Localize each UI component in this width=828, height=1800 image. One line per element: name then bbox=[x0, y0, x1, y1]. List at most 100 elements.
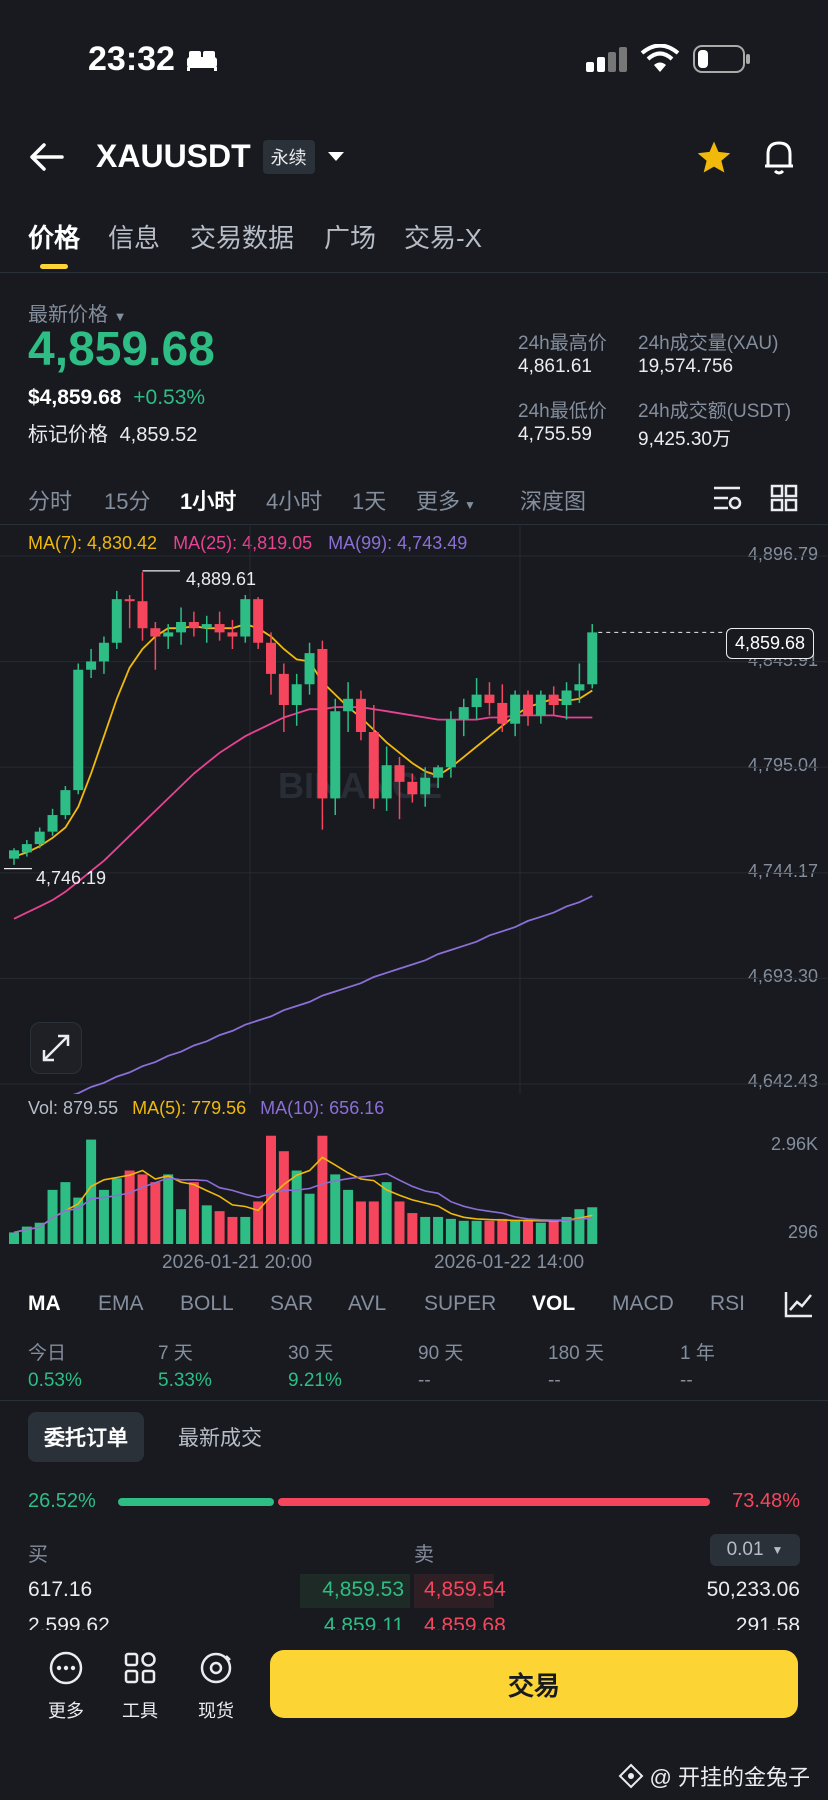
status-time: 23:32 bbox=[88, 40, 219, 79]
indicator-sar[interactable]: SAR bbox=[270, 1292, 314, 1315]
caret-down-icon[interactable] bbox=[327, 151, 345, 163]
vol-value: Vol: 879.55 bbox=[28, 1098, 119, 1118]
back-arrow-icon[interactable] bbox=[28, 142, 64, 172]
platform-logo-icon bbox=[618, 1763, 643, 1789]
volume-bar bbox=[227, 1216, 238, 1244]
indicator-ema[interactable]: EMA bbox=[98, 1292, 144, 1315]
timeframe-15m[interactable]: 15分 bbox=[104, 489, 151, 514]
timeframe-line[interactable]: 分时 bbox=[28, 489, 73, 514]
orderbook-row[interactable]: 617.16 4,859.53 4,859.54 50,233.06 bbox=[0, 1574, 828, 1608]
notification-bell-icon[interactable] bbox=[762, 138, 796, 176]
high-price-marker: 4,889.61 bbox=[186, 569, 257, 589]
candle bbox=[535, 694, 546, 716]
sell-column-label: 卖 bbox=[414, 1544, 434, 1566]
depth-chart-tab[interactable]: 深度图 bbox=[520, 489, 587, 514]
indicator-rsi[interactable]: RSI bbox=[710, 1292, 746, 1315]
volume-bar bbox=[355, 1201, 366, 1244]
stat-high: 4,861.61 bbox=[518, 356, 592, 377]
period-label: 7 天 bbox=[158, 1343, 193, 1364]
mark-price-row: 标记价格 4,859.52 bbox=[28, 424, 198, 446]
indicator-avl[interactable]: AVL bbox=[348, 1292, 387, 1315]
candle bbox=[214, 624, 225, 633]
favorite-star-icon[interactable] bbox=[696, 140, 732, 174]
more-button[interactable]: 更多 bbox=[36, 1650, 96, 1723]
period-value: -- bbox=[548, 1370, 561, 1391]
chart-settings-icon[interactable] bbox=[712, 484, 742, 512]
volume-bar bbox=[561, 1216, 572, 1244]
ma25-line bbox=[13, 706, 593, 920]
indicator-chart-icon[interactable] bbox=[784, 1290, 814, 1318]
spot-button[interactable]: 现货 bbox=[186, 1650, 246, 1723]
tab-trade-x[interactable]: 交易-X bbox=[404, 223, 483, 253]
volume-bar bbox=[73, 1197, 84, 1244]
timeframe-1d[interactable]: 1天 bbox=[352, 489, 387, 514]
stat-low-label: 24h最低价 bbox=[518, 401, 607, 422]
sleep-mode-icon bbox=[186, 50, 217, 71]
volume-bar bbox=[407, 1213, 418, 1244]
timeframe-more[interactable]: 更多 ▼ bbox=[416, 489, 476, 514]
price-step-select[interactable]: 0.01 ▼ bbox=[710, 1534, 800, 1566]
period-value: 9.21% bbox=[288, 1370, 342, 1391]
candle bbox=[34, 831, 45, 845]
cellular-signal-icon bbox=[586, 47, 627, 72]
caret-down-icon: ▼ bbox=[113, 309, 127, 324]
tab-trading-data[interactable]: 交易数据 bbox=[190, 223, 295, 253]
volume-bar bbox=[266, 1135, 276, 1244]
volume-chart[interactable] bbox=[0, 1120, 828, 1246]
volume-bar bbox=[111, 1178, 122, 1244]
candle bbox=[21, 844, 32, 853]
tab-order-book[interactable]: 委托订单 bbox=[28, 1412, 144, 1462]
vol-ma10: MA(10): 656.16 bbox=[260, 1098, 385, 1118]
indicator-vol[interactable]: VOL bbox=[532, 1292, 576, 1315]
layout-grid-icon[interactable] bbox=[770, 484, 798, 512]
volume-bar bbox=[137, 1174, 148, 1244]
tools-button[interactable]: 工具 bbox=[110, 1650, 170, 1723]
trade-button[interactable]: 交易 bbox=[270, 1650, 798, 1718]
candle bbox=[291, 684, 302, 706]
volume-bar bbox=[163, 1174, 174, 1244]
y-tick: 4,795.04 bbox=[747, 755, 818, 775]
sell-depth-bar bbox=[414, 1574, 494, 1608]
volume-bar bbox=[60, 1182, 71, 1244]
candle bbox=[458, 707, 469, 720]
tab-price[interactable]: 价格 bbox=[28, 223, 81, 253]
indicator-super[interactable]: SUPER bbox=[424, 1292, 497, 1315]
usd-price: $4,859.68 bbox=[28, 386, 122, 409]
tab-info[interactable]: 信息 bbox=[108, 223, 161, 253]
candle bbox=[73, 669, 84, 791]
volume-bar bbox=[176, 1209, 187, 1244]
stat-vol-label: 24h成交量(XAU) bbox=[638, 333, 779, 354]
indicator-ma[interactable]: MA bbox=[28, 1292, 61, 1315]
more-dots-icon bbox=[49, 1651, 83, 1685]
candlestick-chart[interactable]: BINANCE bbox=[0, 526, 828, 1094]
volume-bar bbox=[124, 1170, 135, 1244]
timeframe-1h[interactable]: 1小时 bbox=[180, 489, 237, 514]
timeframe-4h[interactable]: 4小时 bbox=[266, 489, 323, 514]
volume-bar bbox=[150, 1182, 161, 1244]
symbol-title[interactable]: XAUUSDT 永续 bbox=[96, 138, 345, 175]
tab-square[interactable]: 广场 bbox=[324, 223, 377, 253]
fullscreen-button[interactable] bbox=[30, 1022, 82, 1074]
volume-bar bbox=[458, 1220, 469, 1244]
candle bbox=[484, 694, 495, 703]
ratio-bar bbox=[118, 1498, 710, 1506]
tab-recent-trades[interactable]: 最新成交 bbox=[178, 1427, 262, 1450]
y-tick: 4,744.17 bbox=[747, 861, 818, 881]
volume-bar bbox=[471, 1220, 482, 1244]
candle bbox=[420, 777, 431, 795]
indicator-macd[interactable]: MACD bbox=[612, 1292, 674, 1315]
last-price-label[interactable]: 最新价格 ▼ bbox=[28, 304, 127, 326]
volume-bar bbox=[304, 1193, 315, 1244]
candle bbox=[163, 632, 174, 637]
divider bbox=[0, 1400, 828, 1401]
chart-watermark: BINANCE bbox=[278, 765, 442, 806]
vol-legend: Vol: 879.55 MA(5): 779.56 MA(10): 656.16 bbox=[28, 1098, 384, 1119]
period-value: -- bbox=[680, 1370, 693, 1391]
volume-bar bbox=[510, 1220, 521, 1244]
volume-bar bbox=[240, 1216, 251, 1244]
period-value: 0.53% bbox=[28, 1370, 82, 1391]
volume-bar bbox=[574, 1209, 585, 1244]
buy-depth-bar bbox=[300, 1574, 410, 1608]
candle bbox=[227, 632, 238, 637]
indicator-boll[interactable]: BOLL bbox=[180, 1292, 234, 1315]
